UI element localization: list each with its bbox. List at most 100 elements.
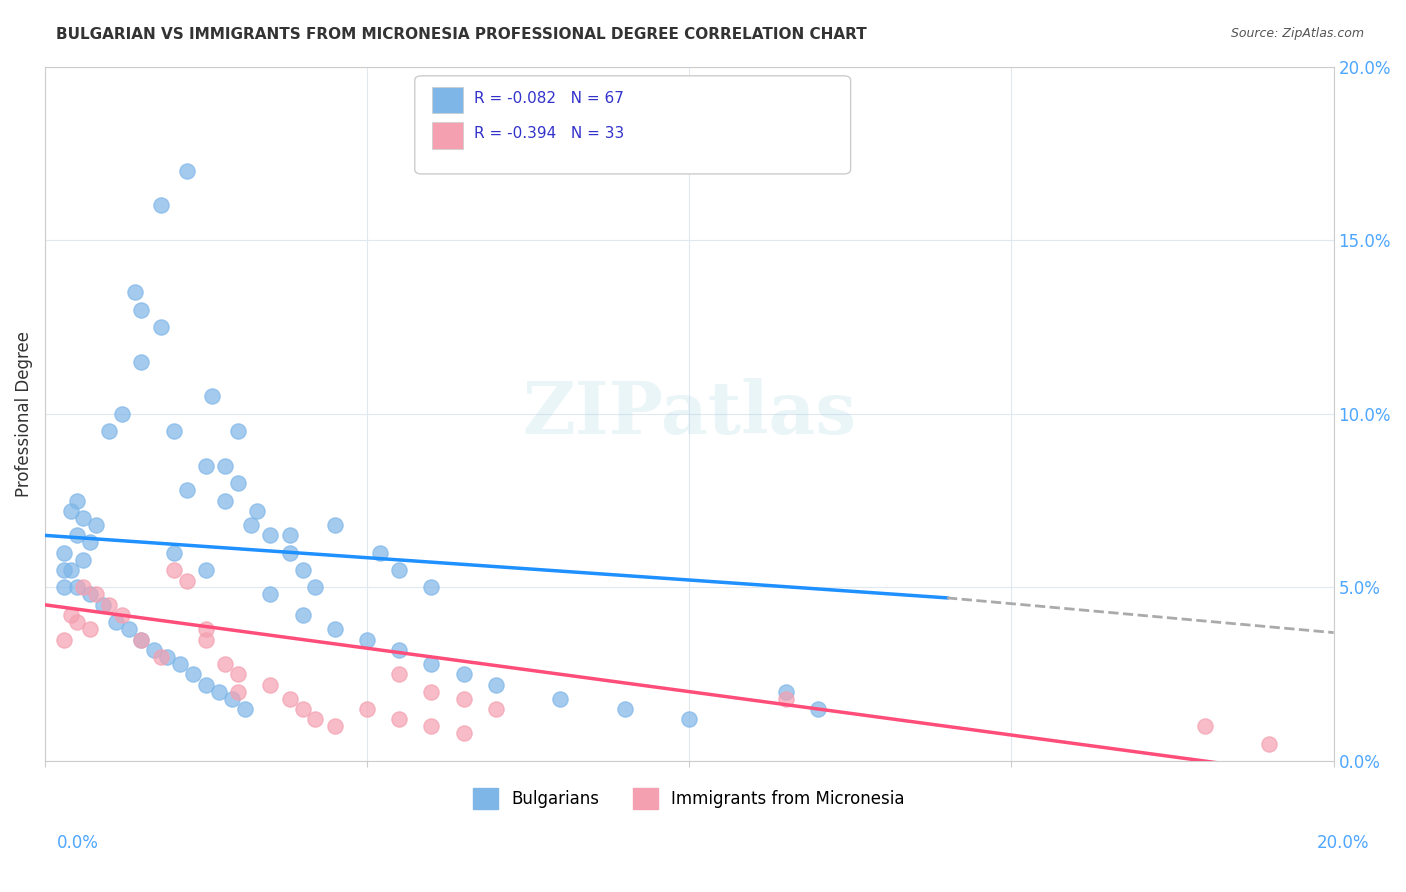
Point <box>79 587 101 601</box>
Point <box>131 632 153 647</box>
Point <box>259 587 281 601</box>
Point <box>53 563 76 577</box>
Text: R = -0.082   N = 67: R = -0.082 N = 67 <box>474 91 624 105</box>
Point <box>420 684 443 698</box>
Point <box>259 528 281 542</box>
Point <box>678 713 700 727</box>
Point <box>194 622 217 636</box>
Point <box>201 389 224 403</box>
Point <box>388 563 411 577</box>
Legend: Bulgarians, Immigrants from Micronesia: Bulgarians, Immigrants from Micronesia <box>467 781 911 815</box>
Point <box>775 691 797 706</box>
Point <box>613 702 636 716</box>
Text: 0.0%: 0.0% <box>56 834 98 852</box>
Point <box>259 678 281 692</box>
Point <box>278 691 301 706</box>
Point <box>59 504 82 518</box>
Point <box>356 632 378 647</box>
Text: R = -0.394   N = 33: R = -0.394 N = 33 <box>474 127 624 141</box>
Point <box>304 713 326 727</box>
Point <box>72 581 94 595</box>
Point <box>111 407 134 421</box>
Point <box>1194 719 1216 733</box>
Point <box>53 581 76 595</box>
Point <box>131 355 153 369</box>
Point <box>79 535 101 549</box>
Point <box>194 678 217 692</box>
Point <box>453 667 475 681</box>
Point <box>291 702 314 716</box>
Point <box>176 483 198 498</box>
Point <box>131 632 153 647</box>
Point <box>485 702 508 716</box>
Point <box>149 649 172 664</box>
Point <box>226 684 249 698</box>
Point <box>368 546 391 560</box>
Point <box>291 563 314 577</box>
Point <box>214 458 236 473</box>
Point <box>111 608 134 623</box>
Point <box>550 691 572 706</box>
Point <box>66 581 89 595</box>
Point <box>169 657 191 671</box>
Point <box>53 632 76 647</box>
Point <box>98 598 121 612</box>
Point <box>72 552 94 566</box>
Point <box>323 518 346 533</box>
Point <box>194 458 217 473</box>
Point <box>72 511 94 525</box>
Point <box>453 691 475 706</box>
Point <box>98 424 121 438</box>
Point <box>420 657 443 671</box>
Point <box>181 667 204 681</box>
Point <box>807 702 830 716</box>
Point <box>226 476 249 491</box>
Point <box>233 702 256 716</box>
Point <box>163 563 186 577</box>
Point <box>226 667 249 681</box>
Point <box>86 518 108 533</box>
Point <box>420 581 443 595</box>
Point <box>208 684 231 698</box>
Text: Source: ZipAtlas.com: Source: ZipAtlas.com <box>1230 27 1364 40</box>
Point <box>163 546 186 560</box>
Point <box>163 424 186 438</box>
Point <box>176 163 198 178</box>
Point <box>291 608 314 623</box>
Point <box>388 667 411 681</box>
Y-axis label: Professional Degree: Professional Degree <box>15 331 32 497</box>
Point <box>143 643 166 657</box>
Text: BULGARIAN VS IMMIGRANTS FROM MICRONESIA PROFESSIONAL DEGREE CORRELATION CHART: BULGARIAN VS IMMIGRANTS FROM MICRONESIA … <box>56 27 868 42</box>
Point <box>388 713 411 727</box>
Point <box>124 285 146 300</box>
Text: ZIPatlas: ZIPatlas <box>522 378 856 450</box>
Point <box>194 632 217 647</box>
Point <box>117 622 139 636</box>
Point <box>214 657 236 671</box>
Point <box>240 518 263 533</box>
Point <box>323 719 346 733</box>
Point <box>91 598 114 612</box>
Point <box>53 546 76 560</box>
Point <box>194 563 217 577</box>
Point <box>86 587 108 601</box>
Point <box>214 493 236 508</box>
Point <box>388 643 411 657</box>
Point <box>59 563 82 577</box>
Text: 20.0%: 20.0% <box>1316 834 1369 852</box>
Point <box>453 726 475 740</box>
Point <box>79 622 101 636</box>
Point <box>176 574 198 588</box>
Point <box>131 302 153 317</box>
Point <box>775 684 797 698</box>
Point <box>485 678 508 692</box>
Point <box>221 691 243 706</box>
Point <box>66 528 89 542</box>
Point <box>226 424 249 438</box>
Point <box>1258 737 1281 751</box>
Point <box>149 198 172 212</box>
Point <box>59 608 82 623</box>
Point <box>304 581 326 595</box>
Point <box>66 615 89 630</box>
Point <box>246 504 269 518</box>
